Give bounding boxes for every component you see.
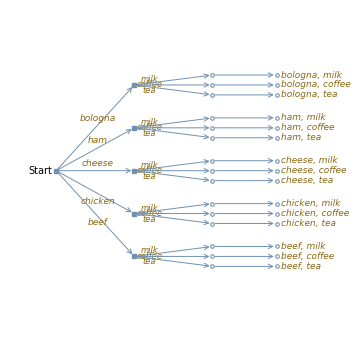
- Text: coffee: coffee: [137, 209, 163, 218]
- Text: milk: milk: [141, 118, 158, 127]
- Text: chicken, milk: chicken, milk: [281, 199, 340, 208]
- Text: bologna, milk: bologna, milk: [281, 71, 342, 79]
- Text: tea: tea: [143, 258, 156, 266]
- Text: bologna, coffee: bologna, coffee: [281, 80, 351, 90]
- Text: ham, milk: ham, milk: [281, 113, 325, 122]
- Text: tea: tea: [143, 129, 156, 138]
- Text: chicken, tea: chicken, tea: [281, 219, 336, 228]
- Text: coffee: coffee: [137, 166, 163, 175]
- Text: cheese, coffee: cheese, coffee: [281, 166, 346, 175]
- Text: cheese, milk: cheese, milk: [281, 156, 338, 165]
- Text: ham, tea: ham, tea: [281, 133, 321, 142]
- Text: Start: Start: [28, 166, 52, 176]
- Text: tea: tea: [143, 215, 156, 223]
- Text: milk: milk: [141, 75, 158, 84]
- Text: cheese: cheese: [82, 159, 114, 168]
- Text: tea: tea: [143, 86, 156, 95]
- Text: coffee: coffee: [137, 252, 163, 261]
- Text: cheese, tea: cheese, tea: [281, 176, 333, 185]
- Text: bologna: bologna: [80, 114, 116, 123]
- Text: chicken, coffee: chicken, coffee: [281, 209, 349, 218]
- Text: beef, coffee: beef, coffee: [281, 252, 334, 261]
- Text: chicken: chicken: [81, 197, 116, 206]
- Text: tea: tea: [143, 172, 156, 181]
- Text: milk: milk: [141, 203, 158, 213]
- Text: ham, coffee: ham, coffee: [281, 123, 334, 132]
- Text: beef: beef: [88, 218, 108, 227]
- Text: milk: milk: [141, 246, 158, 256]
- Text: coffee: coffee: [137, 80, 163, 90]
- Text: beef, milk: beef, milk: [281, 242, 325, 251]
- Text: milk: milk: [141, 161, 158, 170]
- Text: beef, tea: beef, tea: [281, 262, 321, 271]
- Text: bologna, tea: bologna, tea: [281, 90, 337, 99]
- Text: coffee: coffee: [137, 123, 163, 132]
- Text: ham: ham: [88, 136, 108, 145]
